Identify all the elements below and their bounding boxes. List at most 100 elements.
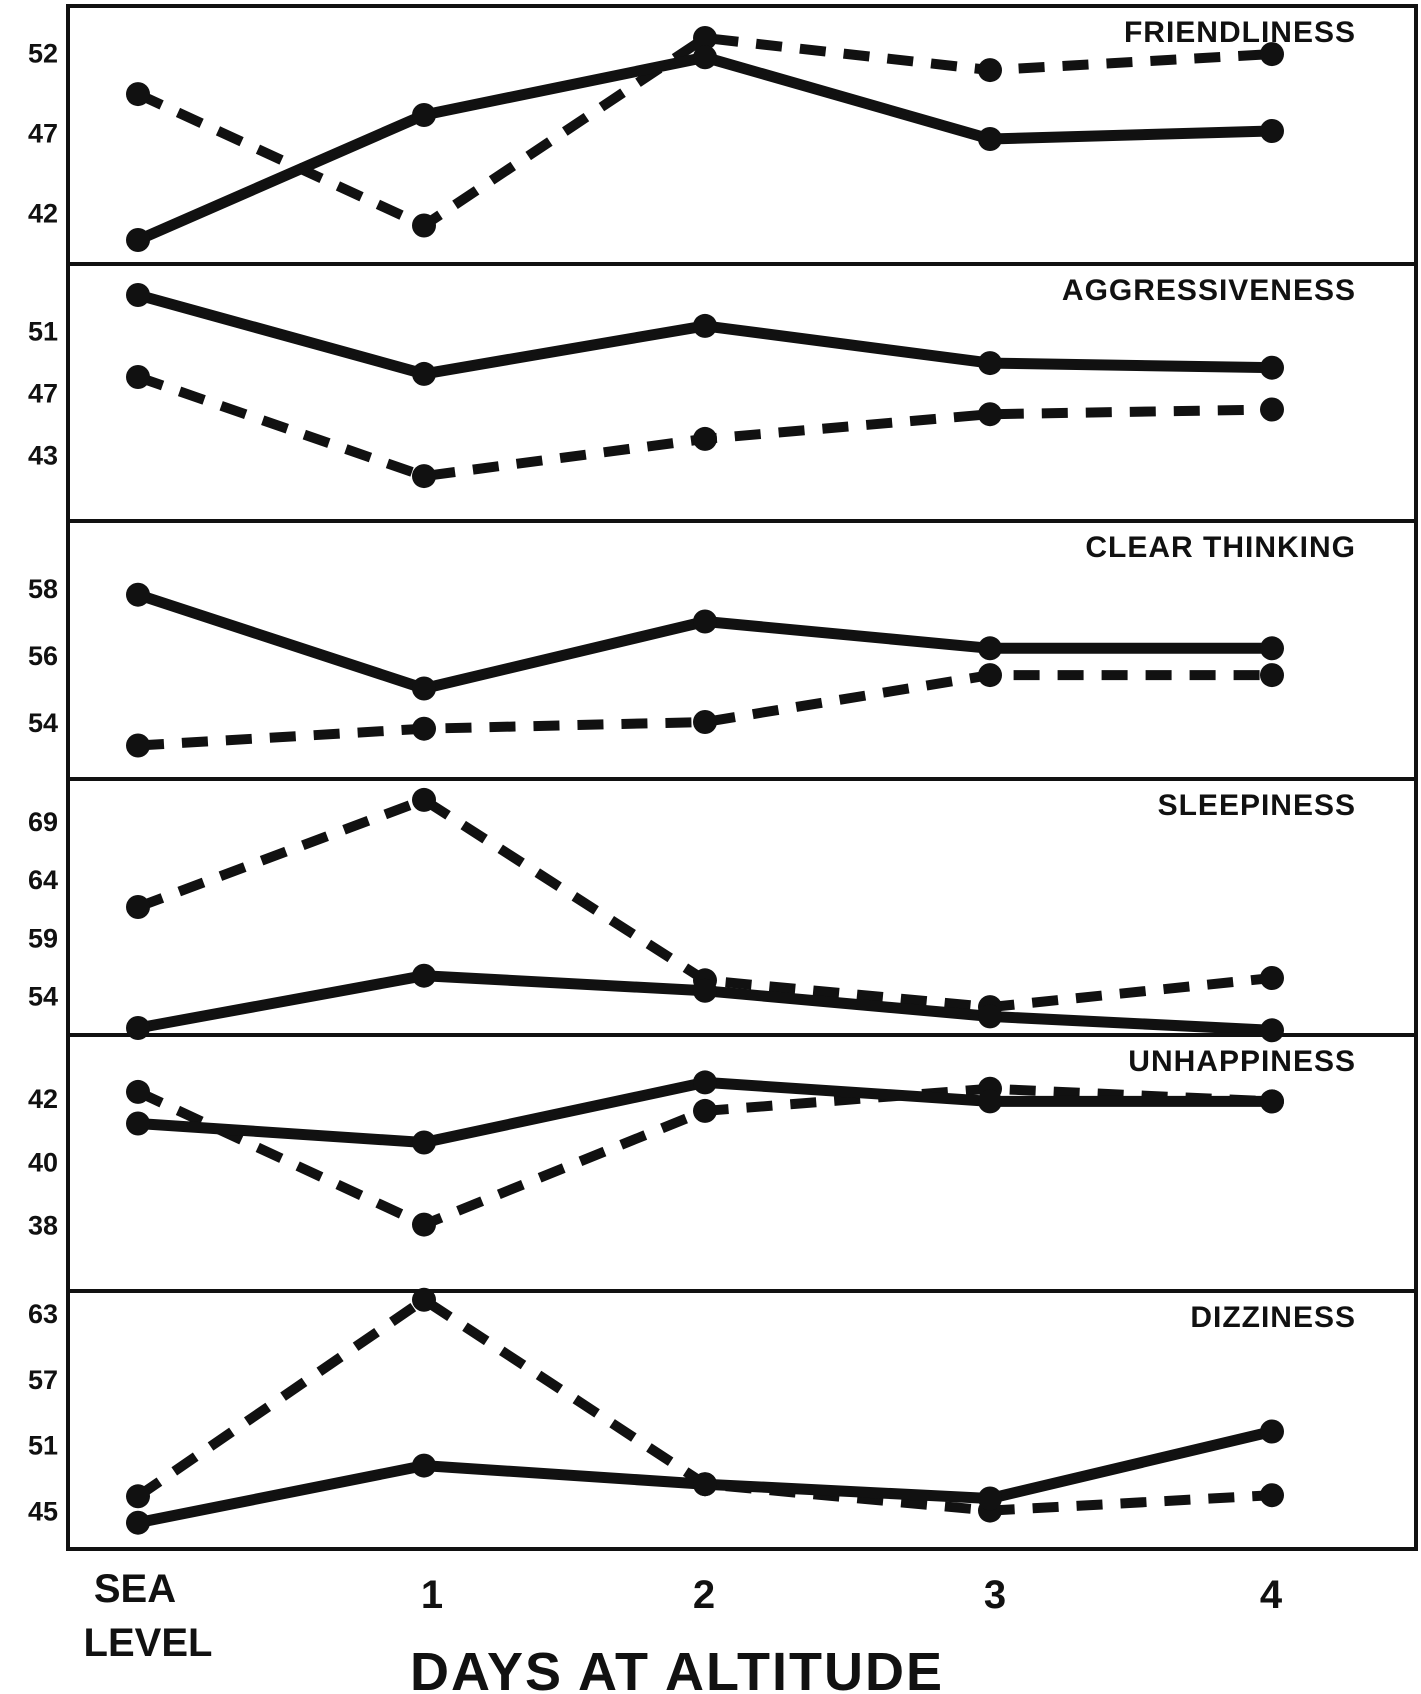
data-point-solid-sleepiness-4	[1260, 1018, 1284, 1043]
x-tick-label-day-1: 1	[421, 1573, 443, 1617]
data-point-solid-unhappiness-0	[126, 1111, 150, 1136]
panel-title-sleepiness: SLEEPINESS	[1158, 789, 1356, 822]
panel-aggressiveness: AGGRESSIVENESS 51 47 43	[28, 262, 1418, 523]
data-point-solid-friendliness-2	[693, 45, 717, 70]
data-point-solid-friendliness-0	[126, 228, 150, 252]
data-point-solid-sleepiness-1	[412, 963, 436, 988]
series-line-dashed-friendliness	[135, 32, 1273, 232]
data-point-solid-clear-thinking-1	[412, 676, 436, 701]
data-point-dashed-clear-thinking-1	[412, 716, 436, 741]
y-tick-label-unhappiness-2: 38	[28, 1211, 58, 1241]
x-tick-label-day-3: 3	[984, 1573, 1006, 1617]
x-tick-label-level: LEVEL	[84, 1621, 213, 1665]
y-tick-label-aggressiveness-1: 47	[28, 379, 58, 409]
chart-panels: FRIENDLINESS 52 47 42 AGGRESSIVENESS 51 47 43 CL…	[28, 4, 1418, 1551]
panel-friendliness: FRIENDLINESS 52 47 42	[28, 4, 1418, 266]
panel-unhappiness: UNHAPPINESS 42 40 38	[28, 1033, 1418, 1293]
data-point-dashed-sleepiness-1	[412, 787, 436, 812]
data-point-dashed-friendliness-4	[1260, 42, 1284, 67]
x-axis-title: DAYS AT ALTITUDE	[410, 1642, 944, 1694]
data-point-solid-unhappiness-1	[412, 1130, 436, 1155]
data-point-solid-friendliness-3	[978, 127, 1002, 151]
y-tick-label-clear-thinking-1: 56	[28, 641, 58, 671]
y-tick-label-dizziness-1: 57	[28, 1365, 58, 1395]
data-point-dashed-unhappiness-2	[693, 1098, 717, 1123]
data-point-dashed-clear-thinking-4	[1260, 663, 1284, 688]
y-tick-label-aggressiveness-0: 51	[28, 317, 58, 347]
data-point-solid-unhappiness-3	[978, 1089, 1002, 1114]
panel-title-friendliness: FRIENDLINESS	[1124, 16, 1356, 49]
data-point-dashed-clear-thinking-2	[693, 710, 717, 734]
panel-title-dizziness: DIZZINESS	[1190, 1301, 1356, 1334]
data-point-dashed-aggressiveness-3	[978, 402, 1002, 427]
data-point-dashed-friendliness-1	[412, 213, 436, 238]
data-point-dashed-aggressiveness-0	[126, 365, 150, 389]
data-point-solid-aggressiveness-2	[693, 313, 717, 338]
y-tick-label-dizziness-3: 45	[28, 1497, 58, 1527]
series-line-dashed-aggressiveness	[136, 372, 1273, 482]
data-point-solid-friendliness-4	[1260, 119, 1284, 143]
panel-dizziness: DIZZINESS 63 57 51 45	[28, 1287, 1418, 1551]
data-point-dashed-friendliness-3	[978, 58, 1002, 83]
y-tick-label-dizziness-0: 63	[28, 1299, 58, 1329]
y-tick-label-sleepiness-2: 59	[28, 923, 58, 953]
panel-title-clear-thinking: CLEAR THINKING	[1085, 531, 1356, 564]
data-point-dashed-dizziness-0	[126, 1484, 150, 1509]
y-tick-label-unhappiness-1: 40	[28, 1147, 58, 1177]
data-point-dashed-dizziness-4	[1260, 1483, 1284, 1508]
series-line-solid-friendliness	[132, 51, 1278, 246]
y-tick-label-sleepiness-3: 54	[28, 981, 58, 1011]
data-point-solid-aggressiveness-4	[1260, 355, 1284, 380]
x-tick-label-day-4: 4	[1260, 1573, 1283, 1617]
y-tick-label-sleepiness-1: 64	[28, 865, 58, 895]
data-point-solid-dizziness-3	[978, 1486, 1002, 1511]
data-point-solid-clear-thinking-3	[978, 636, 1002, 661]
y-tick-label-dizziness-2: 51	[28, 1431, 58, 1461]
data-point-solid-aggressiveness-3	[978, 351, 1002, 376]
y-tick-label-unhappiness-0: 42	[28, 1084, 58, 1114]
y-tick-label-aggressiveness-2: 43	[28, 440, 58, 470]
data-point-dashed-unhappiness-1	[412, 1212, 436, 1237]
data-point-solid-unhappiness-4	[1260, 1089, 1284, 1114]
panel-clear-thinking: CLEAR THINKING 58 56 54	[28, 519, 1418, 781]
data-point-dashed-clear-thinking-0	[126, 733, 150, 758]
panel-frame-dizziness	[66, 1289, 1418, 1551]
data-point-dashed-sleepiness-4	[1260, 966, 1284, 990]
x-tick-label-sea: SEA	[94, 1567, 176, 1611]
data-point-solid-dizziness-4	[1260, 1419, 1284, 1444]
data-point-solid-friendliness-1	[412, 103, 436, 127]
data-point-solid-unhappiness-2	[693, 1070, 717, 1095]
data-point-dashed-clear-thinking-3	[978, 663, 1002, 688]
data-point-dashed-aggressiveness-1	[412, 464, 436, 489]
data-point-solid-sleepiness-2	[693, 978, 717, 1003]
y-tick-label-friendliness-1: 47	[28, 119, 58, 149]
data-point-dashed-dizziness-1	[412, 1287, 436, 1312]
data-point-solid-aggressiveness-1	[412, 361, 436, 386]
panel-title-aggressiveness: AGGRESSIVENESS	[1062, 274, 1356, 307]
y-tick-label-friendliness-0: 52	[28, 38, 58, 68]
series-line-dashed-clear-thinking	[137, 670, 1272, 751]
y-tick-label-clear-thinking-0: 58	[28, 574, 58, 604]
data-point-solid-clear-thinking-4	[1260, 636, 1284, 661]
data-point-solid-clear-thinking-0	[126, 582, 150, 607]
data-point-solid-sleepiness-3	[978, 1004, 1002, 1029]
data-point-dashed-aggressiveness-4	[1260, 397, 1284, 422]
data-point-solid-aggressiveness-0	[126, 283, 150, 307]
data-point-dashed-friendliness-0	[126, 82, 150, 107]
data-point-solid-dizziness-1	[412, 1453, 436, 1478]
data-point-dashed-unhappiness-0	[126, 1079, 150, 1104]
data-point-dashed-aggressiveness-2	[693, 426, 717, 451]
y-tick-label-friendliness-2: 42	[28, 199, 58, 229]
data-point-dashed-sleepiness-0	[126, 895, 150, 919]
y-tick-label-clear-thinking-2: 54	[28, 708, 58, 738]
x-axis: SEA LEVEL 1 2 3 4 DAYS AT ALTITUDE	[84, 1567, 1283, 1694]
panel-title-unhappiness: UNHAPPINESS	[1128, 1045, 1356, 1078]
data-point-solid-dizziness-2	[693, 1472, 717, 1497]
data-point-solid-dizziness-0	[126, 1510, 150, 1535]
x-tick-label-day-2: 2	[693, 1573, 715, 1617]
data-point-solid-clear-thinking-2	[693, 609, 717, 634]
y-tick-label-sleepiness-0: 69	[28, 807, 58, 837]
panel-sleepiness: SLEEPINESS 69 64 59 54	[28, 777, 1418, 1043]
data-point-dashed-friendliness-2	[693, 26, 717, 50]
